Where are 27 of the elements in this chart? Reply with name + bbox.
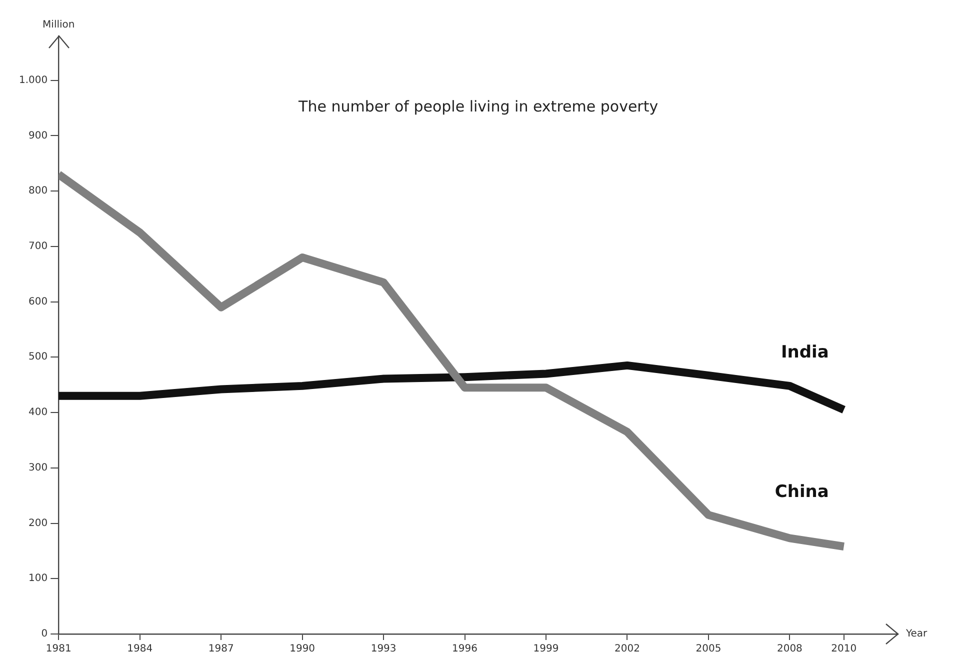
y-tick-label: 600 (28, 296, 48, 308)
y-tick-label: 200 (28, 518, 48, 529)
x-tick-label: 1987 (208, 644, 234, 655)
series-label: China (774, 482, 829, 502)
y-tick-label: 400 (28, 407, 48, 418)
series-label: India (780, 342, 829, 362)
x-tick-label: 1990 (290, 644, 316, 655)
y-tick-label: 0 (41, 628, 48, 640)
x-tick-label: 2005 (696, 644, 722, 655)
y-tick-label: 800 (28, 186, 48, 197)
x-tick-label: 2010 (831, 644, 857, 655)
x-tick-label: 1993 (370, 644, 396, 655)
x-tick-label: 2008 (776, 644, 802, 655)
x-tick-label: 1984 (127, 644, 153, 655)
x-tick-label: 2002 (614, 644, 640, 655)
x-axis-title: Year (905, 628, 928, 640)
y-tick-label: 700 (28, 241, 48, 252)
x-tick-label: 1999 (533, 644, 559, 655)
x-tick-label: 1996 (452, 644, 478, 655)
x-tick-label: 1981 (46, 644, 72, 655)
y-tick-label: 500 (28, 352, 48, 363)
y-tick-label: 900 (28, 130, 48, 142)
y-tick-label: 100 (28, 573, 48, 584)
y-axis-title: Million (42, 20, 75, 31)
y-tick-label: 1.000 (18, 74, 48, 86)
y-tick-label: 300 (28, 462, 48, 474)
text: The number of people living in extreme poverty (298, 98, 658, 116)
